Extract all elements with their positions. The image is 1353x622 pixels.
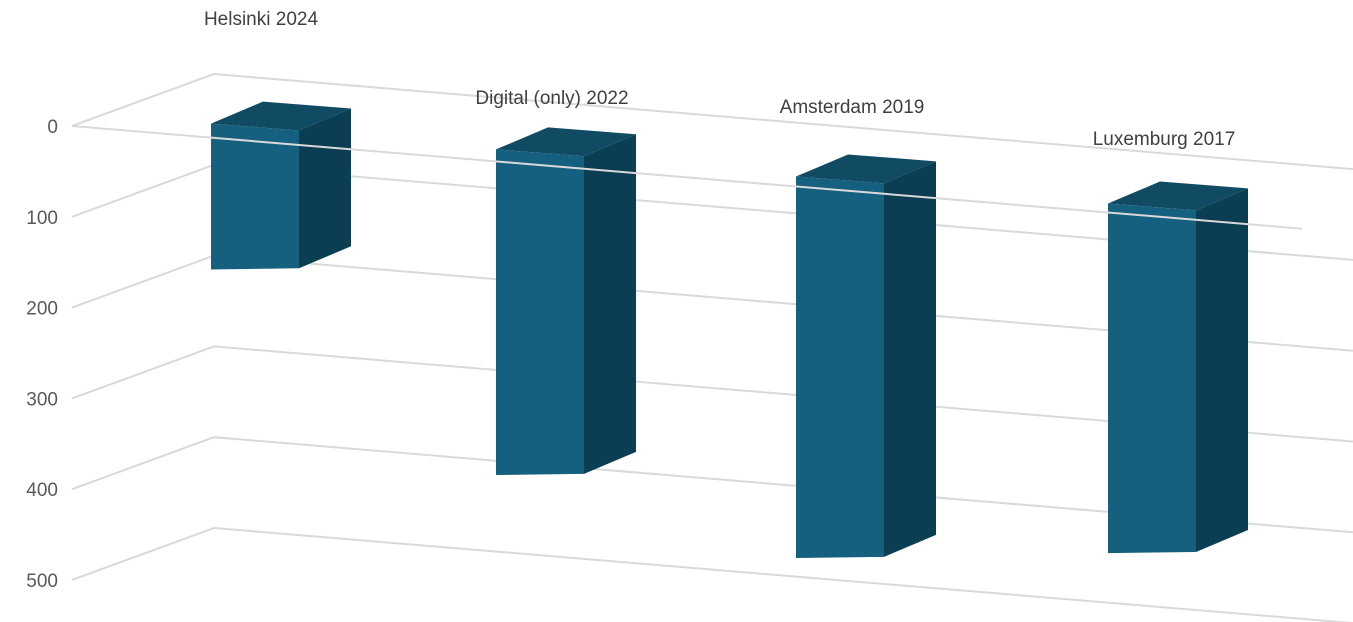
- y-tick-label: 0: [47, 117, 58, 138]
- bar-side: [299, 108, 351, 269]
- bar-top: [211, 101, 351, 131]
- category-label: Amsterdam 2019: [780, 97, 925, 118]
- category-label: Helsinki 2024: [204, 9, 318, 30]
- bar: [1108, 181, 1248, 554]
- gridline-400: [71, 436, 1353, 534]
- category-label: Digital (only) 2022: [475, 88, 628, 109]
- bar-top: [1108, 181, 1248, 211]
- y-tick-label: 100: [26, 208, 58, 229]
- y-tick-label: 200: [26, 299, 58, 320]
- bar: [796, 154, 936, 559]
- bar-front: [1108, 203, 1196, 554]
- bar-top: [796, 154, 936, 184]
- y-tick-label: 500: [26, 571, 58, 592]
- y-tick-label: 300: [26, 389, 58, 410]
- y-tick-label: 400: [26, 480, 58, 501]
- gridline-500: [71, 526, 1352, 622]
- category-label: Luxemburg 2017: [1093, 129, 1236, 150]
- category-labels: Helsinki 2024 Digital (only) 2022 Amsterda…: [204, 9, 1235, 150]
- gridline-0: [71, 72, 1353, 171]
- bars: [211, 101, 1248, 559]
- bar-side: [584, 134, 636, 474]
- bar-top: [496, 127, 636, 157]
- bar-front: [211, 123, 299, 270]
- zero-line: [71, 125, 1303, 230]
- zero-plane: [71, 125, 1303, 230]
- bar-side: [884, 161, 936, 557]
- bar-side: [1196, 188, 1248, 552]
- bar: [211, 101, 351, 270]
- bar-front: [496, 149, 584, 476]
- y-axis-ticks: 0 100 200 300 400 500: [26, 117, 58, 592]
- gridline-300: [71, 345, 1353, 443]
- bar: [496, 127, 636, 476]
- bar-front: [796, 176, 884, 559]
